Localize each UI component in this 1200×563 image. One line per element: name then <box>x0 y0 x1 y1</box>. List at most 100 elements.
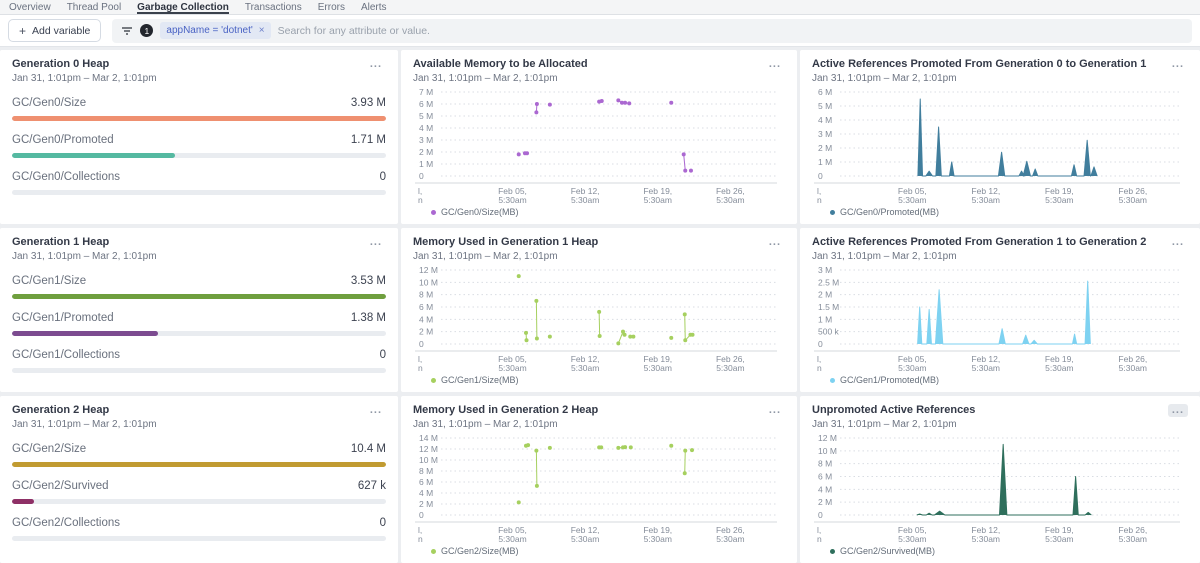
svg-text:5:30am: 5:30am <box>716 534 744 544</box>
panel-gen1-memory-chart: Memory Used in Generation 1 Heap Jan 31,… <box>401 228 797 392</box>
metric-value: 3.93 M <box>350 97 386 109</box>
svg-text:n: n <box>418 534 423 544</box>
svg-text:500 k: 500 k <box>818 327 840 337</box>
metric-gen0-collections: GC/Gen0/Collections 0 <box>12 171 386 195</box>
svg-text:5:30am: 5:30am <box>1119 363 1147 373</box>
svg-text:6 M: 6 M <box>419 302 433 312</box>
svg-text:Feb 19,: Feb 19, <box>643 186 672 196</box>
svg-text:2 M: 2 M <box>818 290 832 300</box>
panel-time-range: Jan 31, 1:01pm – Mar 2, 1:01pm <box>413 73 558 84</box>
svg-text:Feb 26,: Feb 26, <box>716 186 745 196</box>
svg-text:Feb 12,: Feb 12, <box>571 186 600 196</box>
panel-generation-1-heap: Generation 1 Heap Jan 31, 1:01pm – Mar 2… <box>0 228 398 392</box>
panel-menu-icon[interactable]: ... <box>768 404 781 416</box>
filter-chip-appname[interactable]: appName = 'dotnet' × <box>160 22 271 39</box>
svg-text:Feb 19,: Feb 19, <box>643 354 672 364</box>
svg-text:10 M: 10 M <box>419 277 438 287</box>
svg-text:4 M: 4 M <box>419 314 433 324</box>
tab-errors[interactable]: Errors <box>317 1 345 13</box>
svg-text:Feb 12,: Feb 12, <box>571 525 600 535</box>
metric-bar <box>12 190 386 195</box>
svg-text:5:30am: 5:30am <box>972 195 1000 205</box>
chart-legend[interactable]: GC/Gen2/Size(MB) <box>431 546 785 556</box>
legend-label: GC/Gen2/Size(MB) <box>441 546 519 556</box>
metric-gen2-survived: GC/Gen2/Survived 627 k <box>12 480 386 504</box>
panel-time-range: Jan 31, 1:01pm – Mar 2, 1:01pm <box>413 251 558 262</box>
svg-text:4 M: 4 M <box>818 484 832 494</box>
svg-text:Feb 12,: Feb 12, <box>971 354 1000 364</box>
tab-thread-pool[interactable]: Thread Pool <box>66 1 122 13</box>
metric-bar <box>12 331 386 336</box>
svg-text:6 M: 6 M <box>818 472 832 482</box>
svg-text:Feb 12,: Feb 12, <box>571 354 600 364</box>
chart-legend[interactable]: GC/Gen2/Survived(MB) <box>830 546 1188 556</box>
panel-menu-icon[interactable]: ... <box>768 236 781 248</box>
svg-text:Feb 26,: Feb 26, <box>1118 354 1147 364</box>
panel-menu-icon[interactable]: ... <box>369 404 382 416</box>
svg-text:7 M: 7 M <box>419 87 433 97</box>
chart-legend[interactable]: GC/Gen0/Size(MB) <box>431 207 785 217</box>
metric-bar <box>12 294 386 299</box>
panel-gen0-promoted-chart: Active References Promoted From Generati… <box>800 50 1200 224</box>
metric-label: GC/Gen2/Collections <box>12 517 121 529</box>
svg-text:l,: l, <box>418 354 422 364</box>
svg-text:14 M: 14 M <box>419 433 438 443</box>
panel-menu-icon[interactable]: ... <box>369 236 382 248</box>
legend-label: GC/Gen1/Size(MB) <box>441 375 519 385</box>
attribute-search-bar[interactable]: 1 appName = 'dotnet' × Search for any at… <box>112 18 1192 43</box>
metric-bar <box>12 462 386 467</box>
svg-text:5:30am: 5:30am <box>898 534 926 544</box>
panel-time-range: Jan 31, 1:01pm – Mar 2, 1:01pm <box>12 251 157 262</box>
panel-time-range: Jan 31, 1:01pm – Mar 2, 1:01pm <box>12 419 157 430</box>
panel-menu-icon[interactable]: ... <box>1171 58 1184 70</box>
chart-legend[interactable]: GC/Gen1/Size(MB) <box>431 375 785 385</box>
svg-text:6 M: 6 M <box>419 99 433 109</box>
svg-text:0: 0 <box>419 510 424 520</box>
svg-text:Feb 05,: Feb 05, <box>498 525 527 535</box>
tab-transactions[interactable]: Transactions <box>244 1 302 13</box>
panel-menu-icon[interactable]: ... <box>1167 404 1188 417</box>
svg-text:2 M: 2 M <box>419 327 433 337</box>
svg-text:12 M: 12 M <box>419 265 438 275</box>
panel-generation-2-heap: Generation 2 Heap Jan 31, 1:01pm – Mar 2… <box>0 396 398 563</box>
metric-label: GC/Gen0/Collections <box>12 171 121 183</box>
tab-overview[interactable]: Overview <box>9 1 51 13</box>
svg-text:Feb 05,: Feb 05, <box>898 525 927 535</box>
svg-text:8 M: 8 M <box>419 290 433 300</box>
dashboard-grid: Generation 0 Heap Jan 31, 1:01pm – Mar 2… <box>0 47 1200 563</box>
svg-text:4 M: 4 M <box>419 488 433 498</box>
panel-unpromoted-references-chart: Unpromoted Active References Jan 31, 1:0… <box>800 396 1200 563</box>
svg-text:3 M: 3 M <box>419 135 433 145</box>
chart-legend[interactable]: GC/Gen0/Promoted(MB) <box>830 207 1188 217</box>
svg-text:5:30am: 5:30am <box>1045 363 1073 373</box>
svg-text:Feb 19,: Feb 19, <box>643 525 672 535</box>
svg-text:12 M: 12 M <box>818 433 837 443</box>
chip-remove-icon[interactable]: × <box>258 25 265 36</box>
panel-menu-icon[interactable]: ... <box>369 58 382 70</box>
svg-text:0: 0 <box>818 510 823 520</box>
add-variable-button[interactable]: + Add variable <box>8 19 102 42</box>
metric-gen1-promoted: GC/Gen1/Promoted 1.38 M <box>12 312 386 336</box>
svg-text:8 M: 8 M <box>818 459 832 469</box>
metric-bar <box>12 153 386 158</box>
tab-alerts[interactable]: Alerts <box>360 1 387 13</box>
panel-menu-icon[interactable]: ... <box>768 58 781 70</box>
svg-text:Feb 26,: Feb 26, <box>1118 525 1147 535</box>
chart-legend[interactable]: GC/Gen1/Promoted(MB) <box>830 375 1188 385</box>
legend-dot-icon <box>431 548 436 554</box>
metric-value: 0 <box>379 517 386 529</box>
legend-dot-icon <box>431 209 436 215</box>
svg-text:5:30am: 5:30am <box>1119 534 1147 544</box>
svg-text:1 M: 1 M <box>818 157 832 167</box>
panel-title: Unpromoted Active References <box>812 404 976 416</box>
legend-label: GC/Gen0/Promoted(MB) <box>840 207 940 217</box>
panel-menu-icon[interactable]: ... <box>1171 236 1184 248</box>
metric-label: GC/Gen2/Survived <box>12 480 109 492</box>
tab-garbage-collection[interactable]: Garbage Collection <box>137 1 229 14</box>
